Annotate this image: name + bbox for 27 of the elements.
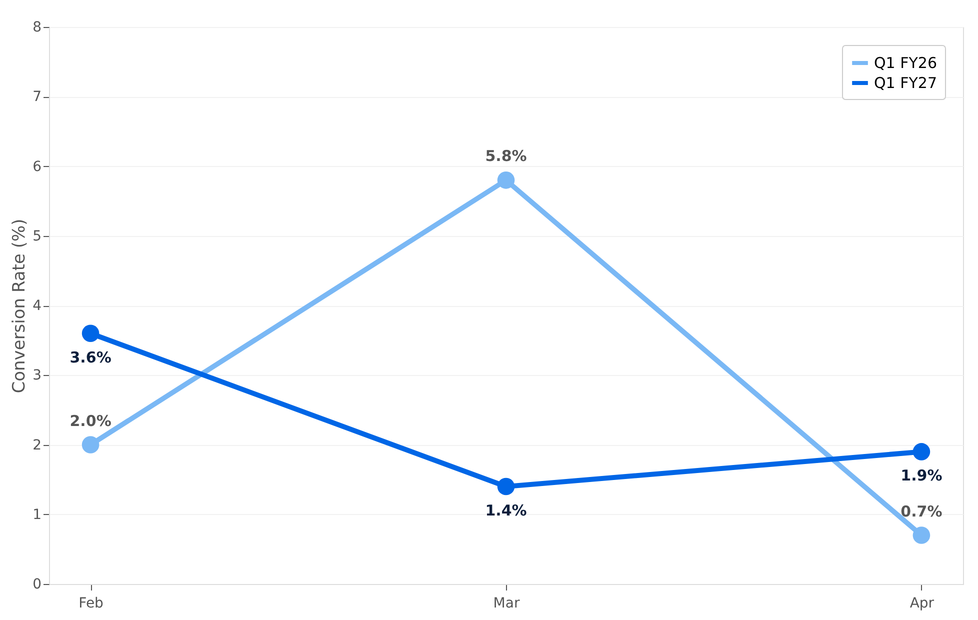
point [82,436,100,454]
data-label: 3.6% [70,348,112,366]
y-tick-label: 0 [32,576,42,592]
legend-label: Q1 FY26 [874,54,937,72]
y-tick-label: 6 [32,158,42,175]
y-tick-label: 7 [32,89,42,106]
x-tick-label: Mar [493,596,520,612]
data-label: 0.7% [900,502,942,520]
x-tick-label: Apr [910,596,934,612]
data-label: 2.0% [70,412,112,430]
x-tick-label: Feb [78,596,104,612]
legend-label: Q1 FY27 [874,74,937,92]
y-axis-title: Conversion Rate (%) [10,218,30,394]
point [912,443,930,460]
y-tick-label: 2 [32,437,42,454]
point [497,172,515,189]
point [497,478,515,496]
data-label: 1.4% [485,502,527,520]
data-label: 1.9% [900,466,942,485]
y-tick-label: 5 [32,228,42,244]
point [912,526,930,544]
y-tick-label: 1 [32,506,42,523]
data-label: 5.8% [485,147,527,166]
y-tick-label: 4 [32,298,42,314]
point [82,324,100,342]
y-tick-label: 8 [32,20,42,36]
y-tick-label: 3 [32,368,42,384]
